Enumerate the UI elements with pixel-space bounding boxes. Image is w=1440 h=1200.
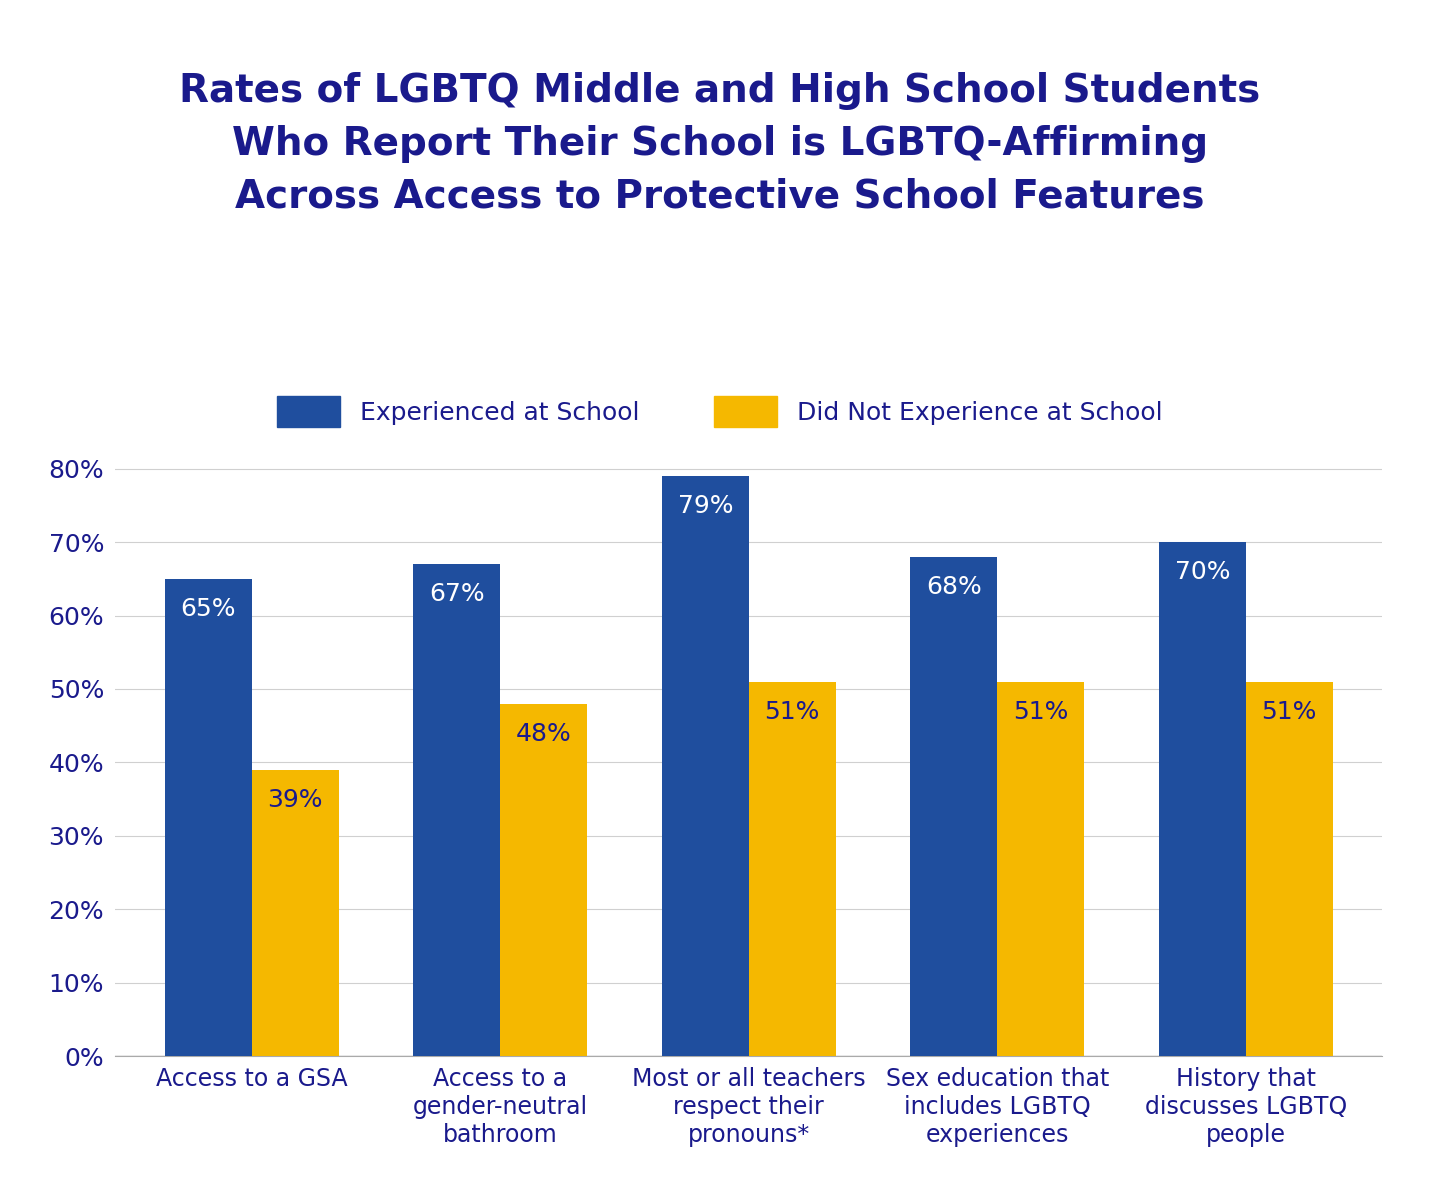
Legend: Experienced at School, Did Not Experience at School: Experienced at School, Did Not Experienc…	[278, 396, 1162, 427]
Bar	[998, 682, 1084, 1056]
Bar	[749, 682, 835, 1056]
Bar	[413, 564, 500, 1056]
Bar	[166, 578, 252, 1056]
Bar	[500, 703, 588, 1056]
Bar	[252, 769, 338, 1056]
Text: 65%: 65%	[180, 598, 236, 622]
Text: 70%: 70%	[1175, 560, 1230, 584]
Bar	[662, 476, 749, 1056]
Text: 67%: 67%	[429, 582, 485, 606]
Bar	[910, 557, 998, 1056]
Text: 48%: 48%	[516, 722, 572, 746]
Text: Rates of LGBTQ Middle and High School Students
Who Report Their School is LGBTQ-: Rates of LGBTQ Middle and High School St…	[180, 72, 1260, 216]
Text: 51%: 51%	[1261, 700, 1318, 724]
Text: 51%: 51%	[765, 700, 819, 724]
Text: 51%: 51%	[1014, 700, 1068, 724]
Bar	[1246, 682, 1332, 1056]
Text: 68%: 68%	[926, 575, 982, 599]
Text: 79%: 79%	[678, 494, 733, 518]
Bar	[1159, 542, 1246, 1056]
Text: 39%: 39%	[268, 788, 323, 812]
